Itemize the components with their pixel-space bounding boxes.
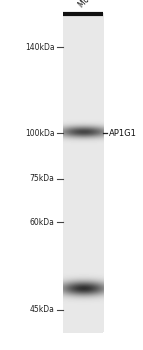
Bar — [63, 14, 103, 332]
Text: Mouse brain: Mouse brain — [77, 0, 116, 10]
Text: 45kDa: 45kDa — [29, 305, 54, 314]
Text: AP1G1: AP1G1 — [109, 128, 137, 138]
Text: 100kDa: 100kDa — [25, 128, 54, 138]
Text: 60kDa: 60kDa — [29, 218, 54, 227]
Text: 140kDa: 140kDa — [25, 43, 54, 52]
Text: 75kDa: 75kDa — [29, 174, 54, 183]
